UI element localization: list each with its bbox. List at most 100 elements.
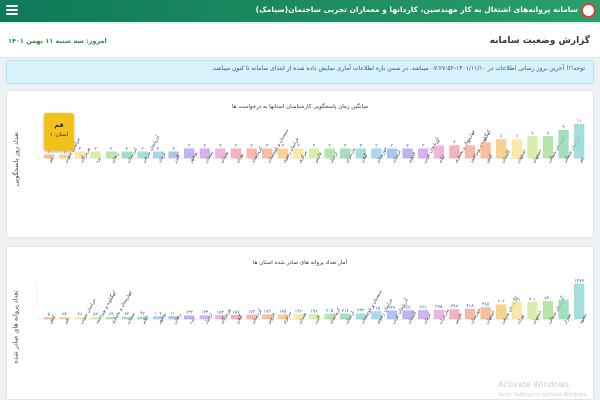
x-tick-label: لرستان bbox=[345, 311, 356, 325]
bar bbox=[152, 316, 164, 320]
bar bbox=[152, 151, 164, 159]
x-tick-label: اردبیل bbox=[204, 313, 214, 325]
x-tick-label: کیش bbox=[47, 313, 57, 325]
bar bbox=[137, 151, 148, 159]
bar bbox=[43, 317, 54, 320]
x-tick-label: قم bbox=[48, 157, 55, 164]
bar bbox=[340, 313, 351, 320]
x-tick-label: اصفهان bbox=[532, 149, 543, 164]
bar-value-label: ۲۱۶ bbox=[342, 309, 349, 314]
x-tick-label: ایلام bbox=[142, 316, 150, 325]
x-tick-label: یزد bbox=[189, 317, 197, 325]
x-tick-label: یزد bbox=[95, 156, 103, 164]
bar-value-label: ۴ bbox=[469, 141, 472, 146]
bar-value-label: ۳۴۶ bbox=[388, 305, 395, 311]
bar bbox=[121, 151, 132, 159]
bar bbox=[277, 148, 288, 159]
bar-value-label: ۳ bbox=[313, 143, 316, 149]
bar-value-label: ۷۰۱ bbox=[513, 297, 520, 302]
bar-value-label: ۷۴۰ bbox=[544, 296, 551, 301]
bar bbox=[262, 314, 273, 320]
x-tick-label: تهران bbox=[516, 313, 526, 325]
bar-value-label: ۳ bbox=[328, 143, 331, 149]
bar bbox=[574, 123, 585, 159]
bar-value-label: ۲ bbox=[126, 147, 129, 152]
bar bbox=[184, 148, 195, 159]
bar-value-label: ۱۴۴ bbox=[201, 311, 209, 316]
bar bbox=[215, 315, 226, 320]
bar-value-label: ۶۰۳ bbox=[498, 299, 506, 305]
bar bbox=[74, 151, 86, 159]
x-tick-label: همدان bbox=[298, 312, 309, 325]
x-tick-label: تهران bbox=[235, 152, 245, 164]
update-alert: توجه!!! آخرین بروز رسانی اطلاعات در ۱۴۰۱… bbox=[6, 60, 594, 84]
bar-value-label: ۳۶۱ bbox=[420, 304, 427, 310]
bar bbox=[464, 145, 476, 159]
bar-value-label: ۷۰۱ bbox=[529, 297, 536, 302]
bar bbox=[293, 148, 304, 159]
bar bbox=[402, 148, 413, 159]
bar bbox=[542, 301, 554, 320]
bar-value-label: ۳ bbox=[250, 143, 253, 149]
bar bbox=[371, 311, 382, 320]
bar bbox=[230, 315, 242, 320]
bar bbox=[199, 315, 210, 320]
bar bbox=[121, 316, 132, 320]
bar bbox=[106, 317, 117, 320]
bar bbox=[293, 314, 304, 320]
menu-icon[interactable] bbox=[6, 5, 18, 17]
bar-value-label: ۳ bbox=[344, 143, 347, 149]
bar-value-label: ۲۲۲ bbox=[357, 309, 365, 314]
bar-value-label: ۱۰۷ bbox=[154, 311, 162, 316]
bar bbox=[137, 316, 148, 320]
bar-value-label: ۳ bbox=[422, 143, 425, 149]
bar-value-label: ۱۵۲ bbox=[217, 310, 225, 315]
x-tick-label: شیراز bbox=[563, 313, 573, 326]
bar-value-label: ۳۶ bbox=[78, 312, 83, 318]
bar-value-label: ۲۰۵ bbox=[326, 309, 334, 314]
x-tick-label: قم bbox=[64, 318, 71, 325]
licenses-chart-panel: آمار تعداد پروانه های صادر شده استان ها … bbox=[6, 246, 594, 400]
bar-value-label: ۳ bbox=[360, 143, 363, 149]
bar bbox=[324, 313, 335, 320]
x-tick-label: فارس bbox=[313, 152, 323, 164]
bar bbox=[355, 148, 366, 159]
bar bbox=[184, 315, 195, 320]
bar-value-label: ۲ bbox=[94, 147, 97, 152]
bar-value-label: ۳ bbox=[375, 143, 378, 149]
tooltip-value: استان: ۱ bbox=[49, 132, 69, 138]
bar-value-label: ۱۱۰ bbox=[170, 311, 177, 316]
x-tick-label: لرستان bbox=[391, 150, 402, 164]
bar bbox=[90, 317, 101, 320]
bar-value-label: ۲ bbox=[157, 147, 160, 152]
bar bbox=[215, 148, 226, 159]
bar-value-label: ۸۲ bbox=[124, 312, 129, 317]
bar bbox=[511, 302, 522, 320]
bar bbox=[418, 310, 429, 320]
bar bbox=[558, 299, 569, 320]
bar-value-label: ۴۱۸ bbox=[466, 304, 474, 309]
bar bbox=[59, 154, 70, 159]
chart-title-response-time: میانگین زمان پاسخگویی کارشناسان استانها … bbox=[232, 104, 368, 110]
bar-value-label: ۵ bbox=[484, 138, 487, 143]
bar bbox=[449, 309, 460, 320]
x-tick-label: اردبیل bbox=[329, 152, 339, 164]
bar bbox=[90, 151, 101, 159]
bar-value-label: ۶ bbox=[500, 135, 502, 140]
bar bbox=[199, 148, 210, 159]
activation-watermark: Activate Windows bbox=[498, 380, 570, 389]
x-tick-label: کیش bbox=[484, 152, 494, 164]
x-tick-label: سمنان bbox=[126, 312, 137, 325]
bar-value-label: ۱ bbox=[63, 150, 65, 155]
tooltip-province: قم bbox=[54, 121, 64, 129]
bar-value-label: ۲ bbox=[110, 147, 113, 152]
bar-value-label: ۶۹ bbox=[109, 312, 114, 317]
x-tick-label: قزوین bbox=[407, 152, 417, 164]
app-title: سامانه پروانه‌های اشتغال به کار مهندسین،… bbox=[255, 5, 578, 14]
bar bbox=[324, 148, 335, 159]
bar-value-label: ۴ bbox=[438, 141, 441, 146]
bar-value-label: ۹۷ bbox=[140, 312, 145, 317]
x-tick-label: کرمان bbox=[157, 150, 168, 164]
bar-value-label: ۸۰۰ bbox=[560, 295, 567, 300]
